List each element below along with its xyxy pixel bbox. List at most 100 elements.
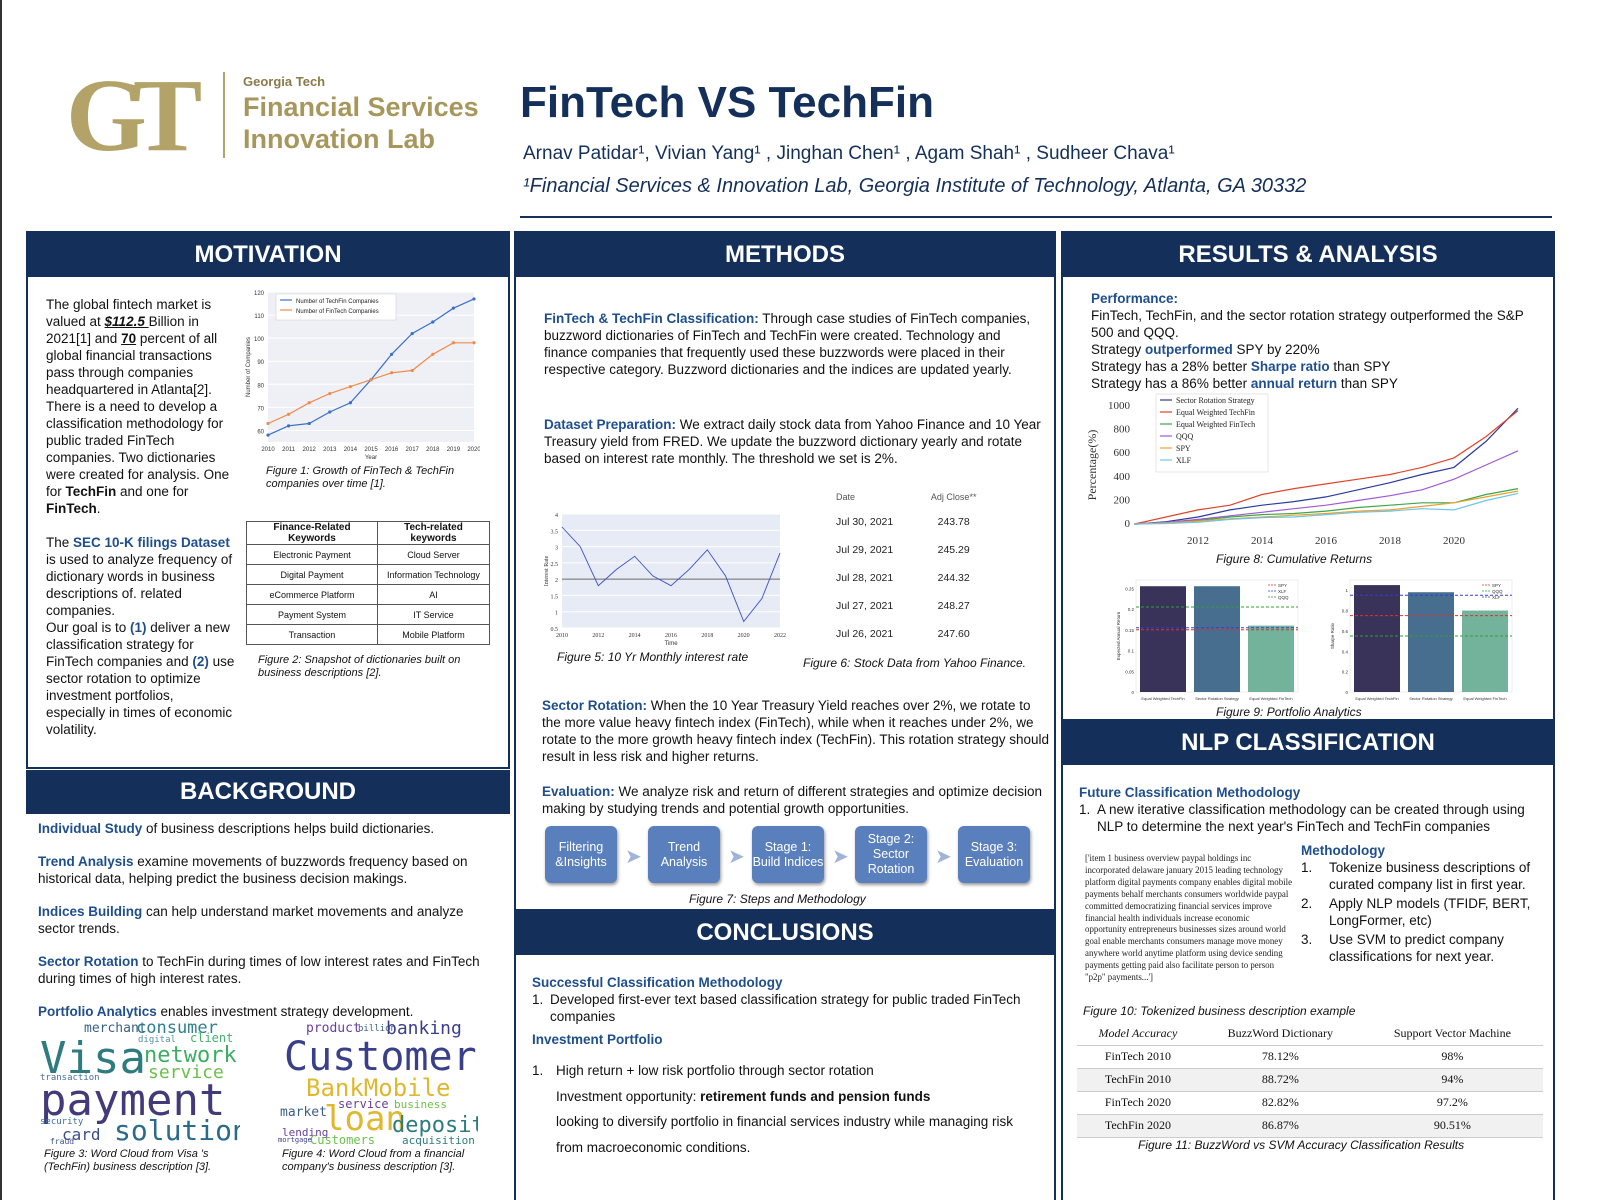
legend-label: QQQ [1492,589,1503,594]
mot-amount: $112.5 [104,314,149,329]
y-tick-label: 70 [257,406,264,412]
series-line [1133,492,1519,525]
bg-item: Trend Analysis examine movements of buzz… [38,853,502,887]
y-tick-label: 0 [1345,690,1348,695]
stock-value: 248.27 [937,600,970,612]
conclusions-heading: CONCLUSIONS [514,911,1056,955]
fig1-growth-chart: 60 70 80 90 100 110 120 2010 2011 2012 2013 2014 201… [246,291,480,461]
fig4-caption: Figure 4: Word Cloud from a financial co… [282,1148,465,1173]
stock-value: 244.32 [937,572,970,584]
authors: Arnav Patidar¹, Vivian Yang¹ , Jinghan C… [523,143,1175,164]
bar [1408,592,1454,692]
flow-arrow-icon: ➤ [935,846,952,868]
conclusion-sub1: Successful Classification Methodology [532,975,783,990]
legend-label: Equal Weighted FinTech [1176,420,1255,429]
perf-line: Strategy has a 28% better Sharpe ratio t… [1091,358,1541,375]
y-tick-label: 400 [1114,471,1131,483]
data-point [410,331,414,336]
cloud-word: card [62,1125,101,1144]
fig7-caption: Figure 7: Steps and Methodology [689,892,866,906]
bg-text: can help understand market movements and… [38,904,464,936]
x-tick-label: 2012 [1187,535,1209,547]
stock-value: 245.29 [937,544,970,556]
y-tick-label: 120 [254,291,265,297]
conclusion-text: looking to diversify portfolio in financ… [556,1114,1013,1155]
background-list: Individual Study of business description… [38,820,502,1020]
perf-text: SPY by 220% [1232,342,1320,357]
data-point [369,378,373,382]
stock-date: Jul 29, 2021 [836,544,894,556]
data-point [451,341,455,345]
poster-title: FinTech VS TechFin [520,78,934,127]
y-tick-label: 3.5 [551,529,559,535]
perf-text: Strategy [1091,342,1146,357]
method-key: FinTech & TechFin Classification: [544,311,759,326]
stock-header: Date [836,492,856,502]
stock-value: 247.60 [937,628,970,640]
legend-box [1155,393,1269,473]
method-text: Through case studies of FinTech companie… [544,311,1031,377]
x-tick-label: 2016 [665,633,677,639]
mot-text: Billion in 2021[1] and [46,314,199,346]
list-number: 1. [1079,802,1091,817]
bar [1462,610,1508,692]
bg-key: Portfolio Analytics [38,1004,157,1019]
motivation-text-1: The global fintech market is valued at $… [46,296,236,517]
cloud-word: lending [282,1126,328,1139]
perf-text: than SPY [1337,376,1398,391]
legend-label: SPY [1492,583,1501,588]
cloud-word: BankMobile [306,1074,451,1102]
stock-date: Jul 26, 2021 [836,628,894,640]
results-heading: RESULTS & ANALYSIS [1061,233,1555,277]
kw-cell: Information Technology [376,564,491,585]
bar [1194,586,1240,692]
flow-arrow-icon: ➤ [832,846,849,868]
series-line [1133,490,1519,525]
perf-text: Strategy has a 86% better [1091,376,1251,391]
x-tick-label: 2018 [426,447,440,453]
flow-arrow-icon: ➤ [728,846,745,868]
x-tick-label: Equal Weighted FinTech [1463,696,1506,701]
affiliation: ¹Financial Services & Innovation Lab, Ge… [523,175,1307,197]
y-tick-label: 0.25 [1125,586,1134,591]
mot-n2: (2) [192,654,209,669]
data-point [287,424,291,428]
legend-label: QQQ [1278,595,1289,600]
x-tick-label: 2011 [282,447,296,453]
fig1-caption: Figure 1: Growth of FinTech & TechFin co… [266,465,455,490]
bar [1354,585,1400,692]
mot-text: and one for [116,484,189,499]
legend-label: XLF [1492,595,1501,600]
y-axis-label: Percentage(%) [1085,430,1099,501]
x-tick-label: 2012 [303,447,317,453]
y-tick-label: 1000 [1108,400,1131,412]
bg-key: Indices Building [38,904,143,919]
mot-text: The [46,535,74,550]
legend-label: Number of TechFin Companies [296,299,379,305]
series-line [1133,410,1519,525]
cloud-word: security [40,1117,84,1127]
data-point [307,421,311,426]
fig10-caption: Figure 10: Tokenized business descriptio… [1083,1004,1356,1018]
y-tick-label: 1 [555,611,558,617]
y-tick-label: 600 [1114,447,1131,459]
data-point [390,371,394,375]
legend-label: QQQ [1176,432,1194,441]
cloud-word: payment [40,1075,225,1126]
method-text: When the 10 Year Treasury Yield reaches … [542,698,1050,764]
legend-label: Equal Weighted TechFin [1176,408,1255,417]
word-cloud-visa: merchant consumer Visa network payment s… [40,1018,240,1146]
perf-key: annual return [1250,376,1338,391]
acc-cell: 94% [1361,1068,1543,1092]
methods-heading: METHODS [514,233,1056,277]
acc-cell: 97.2% [1361,1091,1543,1115]
data-point [266,421,270,426]
y-tick-label: 100 [254,337,265,343]
bg-item: Sector Rotation to TechFin during times … [38,953,502,987]
bg-text: enables investment strategy development. [156,1004,414,1019]
acc-cell: FinTech 2010 [1077,1045,1199,1069]
data-point [410,368,414,373]
method-key: Dataset Preparation: [544,417,677,432]
fig9-annual-return-bars: 0 0.05 0.1 0.15 0.2 0.25 Expected Annual Retur… [1116,579,1299,701]
mot-text: percent of all global financial transact… [46,331,230,499]
